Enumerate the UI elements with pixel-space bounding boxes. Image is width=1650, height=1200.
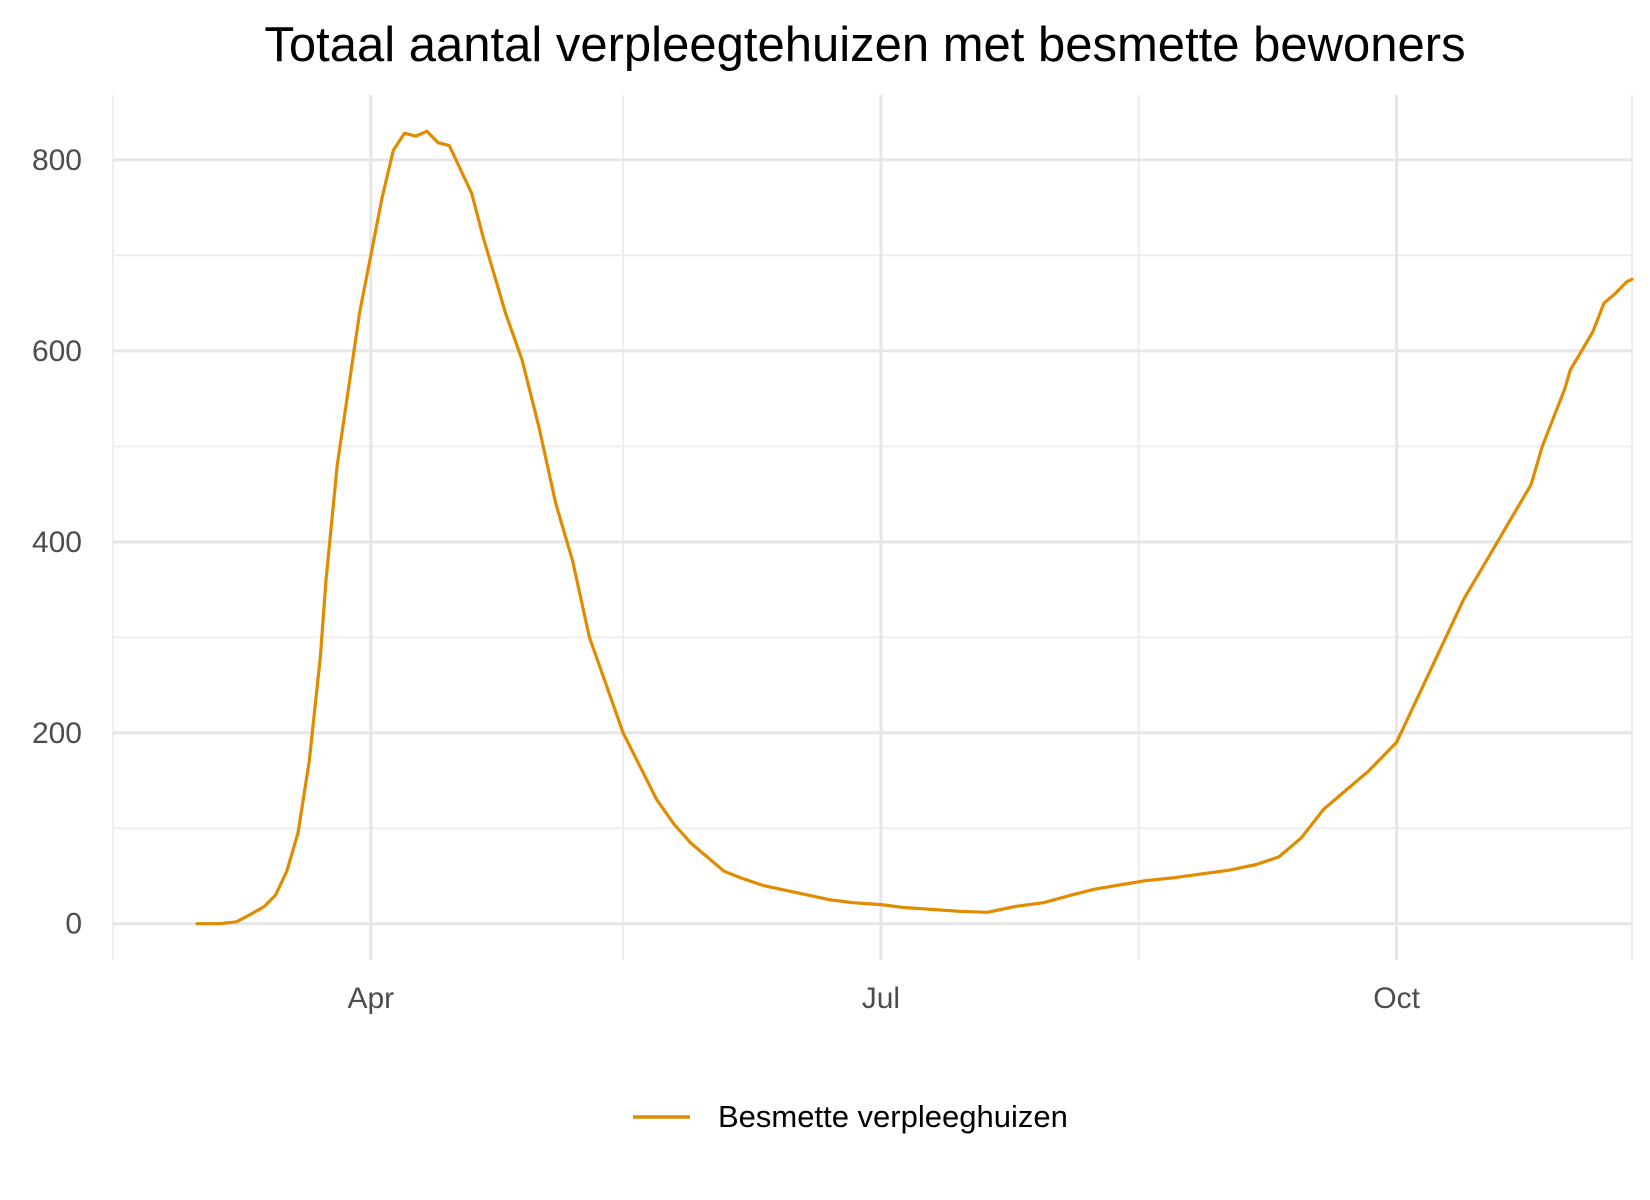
major-grid: [113, 95, 1632, 960]
series-lines: [195, 129, 1634, 926]
y-tick-label: 800: [32, 144, 82, 177]
legend-label: Besmette verpleeghuizen: [718, 1099, 1068, 1134]
series-line: [195, 129, 1634, 926]
y-tick-label: 400: [32, 526, 82, 559]
x-tick-label: Jul: [862, 982, 900, 1015]
y-axis-tick-labels: 0 200 400 600 800: [32, 144, 82, 941]
y-tick-label: 200: [32, 717, 82, 750]
x-axis-tick-labels: Apr Jul Oct: [347, 982, 1420, 1015]
x-tick-label: Apr: [347, 982, 394, 1015]
legend: Besmette verpleeghuizen: [633, 1099, 1068, 1134]
minor-grid: [112, 95, 1633, 960]
y-tick-label: 600: [32, 335, 82, 368]
y-tick-label: 0: [65, 908, 82, 941]
chart-title: Totaal aantal verpleegtehuizen met besme…: [264, 18, 1465, 72]
x-tick-label: Oct: [1373, 982, 1420, 1015]
